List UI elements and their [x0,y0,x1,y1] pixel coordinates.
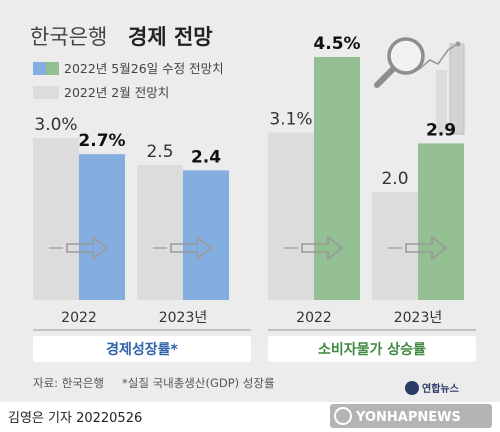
bar-revised-gdp-1 [183,170,229,300]
credit-line: 김영은 기자 20220526 [8,411,142,426]
bar-revised-cpi-1 [418,143,464,300]
value-label-previous-cpi-0: 3.1% [269,110,312,130]
year-label-gdp-1: 2023년 [159,310,208,326]
value-label-revised-cpi-0: 4.5% [313,34,360,54]
title-bold: 경제 전망 [128,25,213,49]
bar-revised-cpi-0 [314,57,360,300]
year-label-cpi-1: 2023년 [394,310,443,326]
year-label-cpi-0: 2022 [296,310,332,326]
bar-previous-cpi-1 [372,192,418,300]
bar-previous-gdp-1 [137,165,183,300]
value-label-revised-gdp-0: 2.7% [78,131,125,151]
value-label-revised-cpi-1: 2.9 [426,120,456,140]
yonhap-wordmark: YONHAPNEWS [330,404,492,428]
source-note: 자료: 한국은행 [33,376,104,390]
trend-arrow-icon [301,235,344,261]
legend-label-revised: 2022년 5월26일 수정 전망치 [64,61,224,76]
bar-previous-gdp-0 [33,138,79,300]
panel-label-gdp: 경제성장률* [106,341,178,358]
panel-box-gdp [33,336,251,362]
value-label-revised-gdp-1: 2.4 [191,147,221,167]
legend-swatch-previous [33,86,59,99]
bar-previous-cpi-0 [268,132,314,300]
year-label-gdp-0: 2022 [61,310,97,326]
brand-english: YONHAPNEWS [355,410,461,425]
bar-revised-gdp-0 [79,154,125,300]
trend-arrow-icon [66,235,109,261]
value-label-previous-cpi-1: 2.0 [381,169,408,189]
trend-arrow-icon [405,235,448,261]
legend-swatch-revised-cpi [46,62,59,75]
value-label-previous-gdp-0: 3.0% [34,115,77,135]
value-label-previous-gdp-1: 2.5 [146,142,173,162]
legend-swatch-revised-gdp [33,62,46,75]
yonhap-logo: 연합뉴스 [405,381,459,395]
legend-label-previous: 2022년 2월 전망치 [64,85,169,100]
trend-arrow-icon [170,235,213,261]
gdp-footnote: *실질 국내총생산(GDP) 성장률 [122,376,275,390]
magnifier-graph-icon [374,37,465,135]
panel-label-cpi: 소비자물가 상승률 [318,341,426,358]
title-light: 한국은행 [30,25,107,49]
brand-korean: 연합뉴스 [422,382,459,395]
panel-box-cpi [268,336,476,362]
